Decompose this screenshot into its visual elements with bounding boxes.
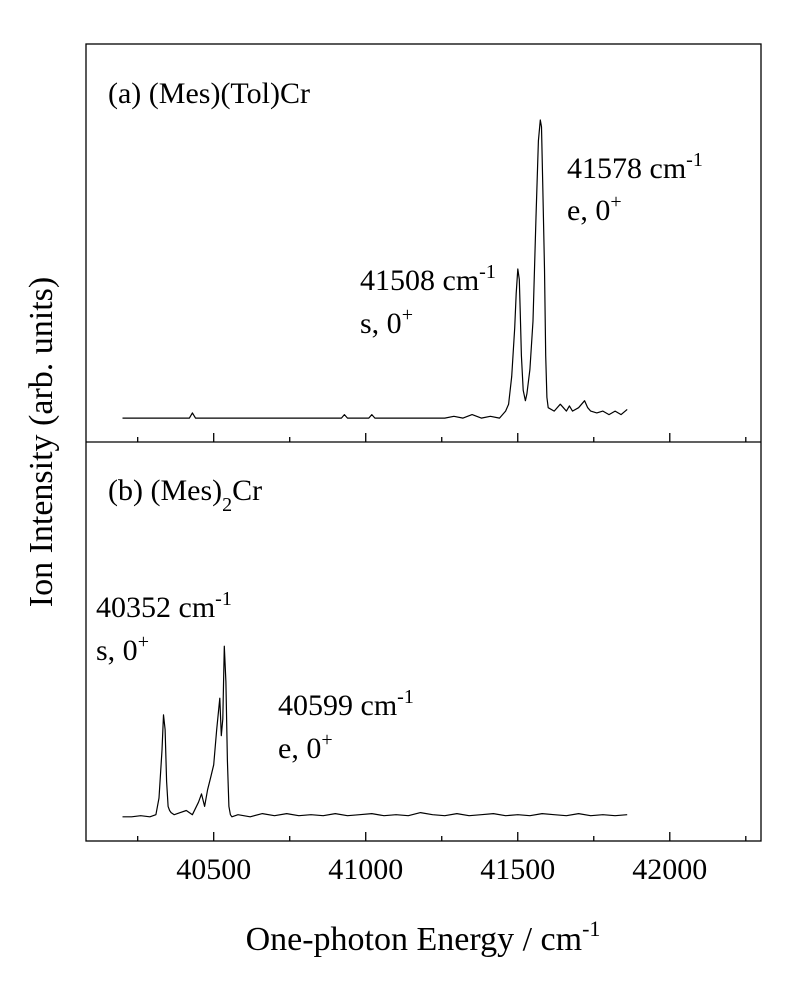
x-tick-label-41500: 41500 [480,853,555,886]
annotation-b-peak-e-assign: e, 0+ [278,729,333,765]
x-tick-label-40500: 40500 [176,853,251,886]
panel-a-label: (a) (Mes)(Tol)Cr [108,77,310,110]
y-axis-label: Ion Intensity (arb. units) [23,277,60,608]
annotation-a-peak-s-assign-main: s, 0 [360,307,402,340]
annotation-a-peak-s-assign-sup: + [402,304,413,326]
annotation-b-peak-s-assign-sup: + [138,631,149,653]
annotation-a-peak-e-value: 41578 cm [567,152,686,185]
annotation-b-peak-s-assign-main: s, 0 [96,634,138,667]
annotation-b-peak-e-assign-sup: + [321,729,332,751]
series-layer [122,119,628,818]
panel-b-label: (b) (Mes)2Cr [108,474,262,516]
panel-b-label-main: (b) (Mes) [108,474,222,507]
annotation-b-peak-s-assign: s, 0+ [96,631,149,667]
annotation-b-peak-e: 40599 cm-1 [278,686,414,722]
annotation-a-peak-s-assign: s, 0+ [360,304,413,340]
annotation-b-peak-e-unit-sup: -1 [397,686,414,708]
panel-b-label-tail: Cr [232,474,262,507]
x-tick-label-42000: 42000 [632,853,707,886]
annotation-b-peak-s-unit-sup: -1 [215,588,232,610]
annotation-b-peak-e-assign-main: e, 0 [278,732,321,765]
annotation-a-peak-e-assign: e, 0+ [567,191,622,227]
annotation-a-peak-s-value: 41508 cm [360,264,479,297]
annotation-a-peak-s: 41508 cm-1 [360,261,496,297]
annotation-a-peak-e-unit-sup: -1 [686,149,703,171]
series-line-mes2-cr [122,645,628,818]
annotation-a-peak-e-assign-sup: + [610,191,621,213]
annotation-b-peak-e-value: 40599 cm [278,689,397,722]
annotation-a-peak-e-assign-main: e, 0 [567,194,610,227]
series-line-mes-tol-cr [122,119,628,419]
ticks-layer: 40500 41000 41500 42000 [137,433,747,886]
annotation-b-peak-s: 40352 cm-1 [96,588,232,624]
annotation-a-peak-e: 41578 cm-1 [567,149,703,185]
x-axis-label: One-photon Energy / cm-1 [246,916,601,958]
panel-b-label-sub: 2 [222,494,232,516]
x-axis-label-main: One-photon Energy / cm [246,921,582,958]
annotation-b-peak-s-value: 40352 cm [96,591,215,624]
annotation-a-peak-s-unit-sup: -1 [479,261,496,283]
x-axis-label-sup: -1 [582,916,600,941]
x-tick-label-41000: 41000 [328,853,403,886]
